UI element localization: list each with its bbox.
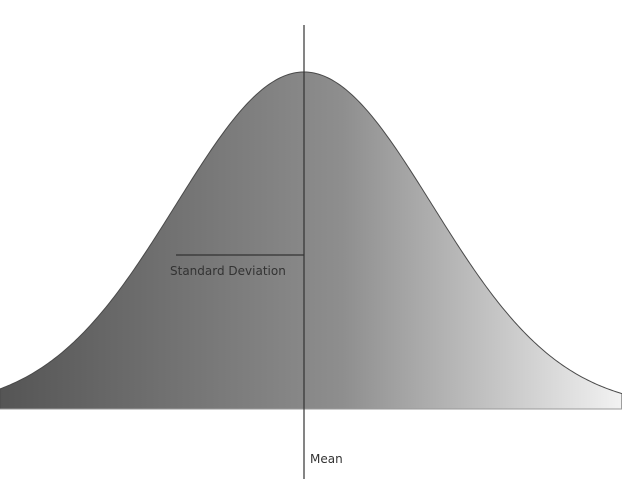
mean-label: Mean — [310, 452, 343, 466]
bell-curve — [0, 71, 622, 410]
std-dev-label: Standard Deviation — [170, 264, 286, 278]
